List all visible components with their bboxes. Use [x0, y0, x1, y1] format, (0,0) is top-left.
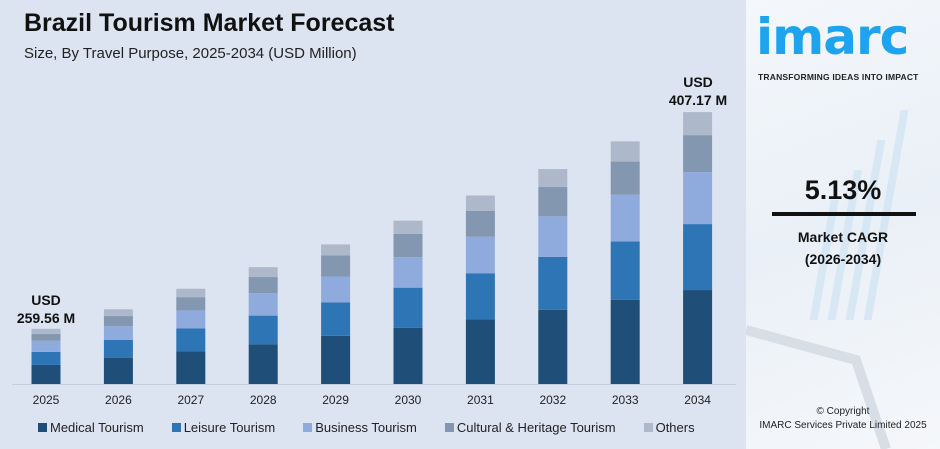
bar-segment-2026-cultural-heritage-tourism [103, 316, 133, 327]
bar-segment-2026-others [103, 309, 133, 317]
bar-segment-2029-medical-tourism [321, 335, 351, 384]
bar-segment-2034-medical-tourism [683, 290, 713, 384]
legend-label: Cultural & Heritage Tourism [456, 420, 616, 435]
bar-segment-2026-business-tourism [103, 326, 133, 340]
bar-segment-2025-cultural-heritage-tourism [31, 333, 61, 341]
x-tick-label: 2029 [322, 393, 349, 407]
x-tick-label: 2027 [177, 393, 204, 407]
legend-swatch [38, 423, 47, 432]
total-label-value: 407.17 M [668, 92, 728, 108]
bar-segment-2033-leisure-tourism [610, 241, 640, 300]
legend-item: Medical Tourism [38, 420, 144, 435]
sidebar-panel: imarc TRANSFORMING IDEAS INTO IMPACT 5.1… [746, 0, 940, 449]
bar-segment-2032-cultural-heritage-tourism [538, 187, 568, 217]
bar-segment-2029-cultural-heritage-tourism [321, 255, 351, 277]
imarc-logo: imarc [756, 8, 909, 66]
x-tick-label: 2028 [250, 393, 277, 407]
legend: Medical Tourism Leisure Tourism Business T… [38, 420, 723, 435]
total-label-2025: USD 259.56 M [10, 291, 82, 327]
legend-item: Business Tourism [303, 420, 417, 435]
bar-segment-2027-cultural-heritage-tourism [176, 297, 206, 311]
bar-segment-2031-leisure-tourism [465, 273, 495, 320]
bar-segment-2031-business-tourism [465, 236, 495, 274]
x-tick-label: 2033 [612, 393, 639, 407]
total-label-value: 259.56 M [16, 310, 76, 326]
logo-tagline: TRANSFORMING IDEAS INTO IMPACT [758, 72, 919, 82]
bar-segment-2030-leisure-tourism [393, 287, 423, 328]
legend-item: Others [643, 420, 695, 435]
bar-segment-2025-medical-tourism [31, 364, 61, 384]
bar-segment-2034-others [683, 112, 713, 136]
bar-segment-2033-medical-tourism [610, 299, 640, 384]
chart-panel: Brazil Tourism Market Forecast Size, By … [10, 9, 738, 435]
legend-swatch [444, 423, 454, 432]
bar-segment-2034-leisure-tourism [683, 224, 713, 291]
copyright: © Copyright IMARC Services Private Limit… [746, 405, 940, 433]
copyright-company: IMARC Services Private Limited 2025 [759, 420, 927, 431]
bar-segment-2028-leisure-tourism [248, 315, 278, 345]
bar-segment-2034-cultural-heritage-tourism [683, 135, 713, 173]
chart-title: Brazil Tourism Market Forecast [24, 9, 395, 37]
legend-label: Leisure Tourism [183, 420, 276, 435]
bar-segment-2030-others [393, 220, 423, 234]
bar-segment-2026-medical-tourism [103, 357, 133, 384]
x-tick-label: 2034 [684, 393, 711, 407]
bar-segment-2025-business-tourism [31, 340, 61, 352]
bar-segment-2025-leisure-tourism [31, 351, 61, 365]
bar-segment-2029-others [321, 244, 351, 256]
x-tick-label: 2032 [539, 393, 566, 407]
bar-segment-2027-leisure-tourism [176, 328, 206, 352]
bar-segment-2032-others [538, 169, 568, 188]
bar-segment-2027-others [176, 288, 206, 298]
total-label-currency: USD [31, 292, 61, 308]
cagr-label-text: Market CAGR [797, 229, 889, 245]
bar-segment-2034-business-tourism [683, 172, 713, 225]
bar-segment-2030-business-tourism [393, 257, 423, 288]
cagr-divider [772, 212, 916, 216]
cagr-label: Market CAGR (2026-2034) [746, 226, 940, 270]
bar-segment-2032-business-tourism [538, 216, 568, 257]
x-tick-label: 2025 [33, 393, 60, 407]
bar-segment-2028-cultural-heritage-tourism [248, 277, 278, 294]
legend-swatch [303, 423, 313, 432]
bar-segment-2028-medical-tourism [248, 344, 278, 384]
bar-segment-2032-leisure-tourism [538, 256, 568, 310]
legend-item: Leisure Tourism [171, 420, 276, 435]
cagr-value: 5.13% [804, 175, 882, 205]
bar-segment-2031-medical-tourism [465, 319, 495, 384]
bar-segment-2032-medical-tourism [538, 309, 568, 384]
x-tick-label: 2026 [105, 393, 132, 407]
bar-segment-2026-leisure-tourism [103, 339, 133, 358]
bar-segment-2033-business-tourism [610, 194, 640, 242]
legend-swatch [171, 423, 181, 432]
x-tick-label: 2030 [395, 393, 422, 407]
bar-segment-2027-medical-tourism [176, 351, 206, 384]
bar-segment-2033-cultural-heritage-tourism [610, 161, 640, 195]
chart-subtitle: Size, By Travel Purpose, 2025-2034 (USD … [24, 45, 357, 62]
legend-label: Others [655, 420, 695, 435]
bar-segment-2028-others [248, 267, 278, 278]
legend-label: Medical Tourism [50, 420, 144, 435]
copyright-text: © Copyright [816, 406, 870, 417]
bar-segment-2030-cultural-heritage-tourism [393, 233, 423, 258]
total-label-currency: USD [683, 74, 713, 90]
bar-segment-2025-others [31, 328, 61, 334]
bar-segment-2030-medical-tourism [393, 327, 423, 384]
legend-swatch [643, 423, 653, 432]
bar-segment-2033-others [610, 141, 640, 162]
legend-label: Business Tourism [315, 420, 417, 435]
stacked-bar-chart: 2025 2026 2027 2028 2029 2030 2031 2032 2033 2034 [12, 112, 736, 407]
bar-segment-2031-others [465, 195, 495, 211]
bar-segment-2027-business-tourism [176, 310, 206, 329]
background-chart-decoration [746, 110, 909, 449]
bar-segment-2029-business-tourism [321, 276, 351, 303]
bar-segment-2029-leisure-tourism [321, 302, 351, 336]
x-tick-label: 2031 [467, 393, 494, 407]
cagr-period: (2026-2034) [804, 251, 882, 267]
legend-item: Cultural & Heritage Tourism [444, 420, 616, 435]
bar-segment-2031-cultural-heritage-tourism [465, 210, 495, 237]
bar-segment-2028-business-tourism [248, 293, 278, 316]
total-label-2034: USD 407.17 M [658, 73, 738, 109]
